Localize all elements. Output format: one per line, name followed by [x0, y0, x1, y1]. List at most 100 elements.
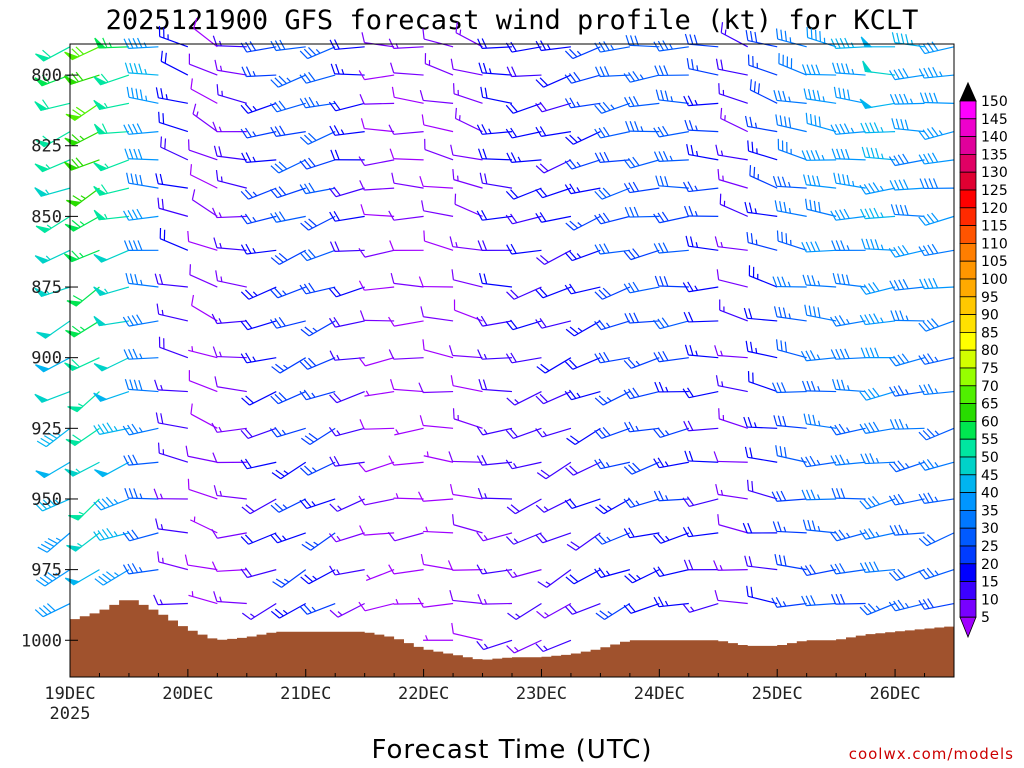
wind-barb: [800, 564, 837, 577]
barb-flag: [803, 174, 807, 185]
barb-shaft: [865, 320, 896, 326]
barb-flag: [745, 340, 749, 352]
barb-flag: [926, 567, 935, 577]
colorbar-label: 20: [981, 557, 999, 573]
colorbar-swatch: [959, 581, 977, 600]
barb-half-flag: [851, 68, 855, 75]
barb-flag: [861, 146, 866, 158]
barb-flag: [102, 37, 108, 48]
wind-barb: [329, 498, 365, 512]
barb-flag: [598, 243, 606, 254]
barb-shaft: [600, 46, 630, 53]
barb-flag: [71, 134, 81, 143]
wind-barb: [476, 124, 513, 135]
barb-flag: [662, 242, 669, 253]
barb-flag: [720, 59, 724, 71]
wind-barb: [191, 189, 218, 217]
credit-link[interactable]: coolwx.com/models: [849, 745, 1014, 763]
wind-barb: [830, 563, 866, 575]
barb-flag: [476, 210, 483, 221]
barb-half-flag: [664, 461, 669, 467]
barb-flag: [511, 66, 517, 77]
barb-flag: [804, 565, 812, 575]
barb-shaft: [278, 249, 307, 265]
barb-flag: [859, 423, 867, 434]
barb-flag: [831, 487, 837, 499]
barb-flag: [274, 101, 282, 111]
barb-shaft: [482, 282, 513, 288]
barb-flag: [328, 101, 337, 112]
barb-half-flag: [218, 212, 222, 218]
barb-shaft: [688, 153, 719, 161]
barb-half-flag: [852, 180, 855, 187]
barb-flag: [93, 425, 101, 435]
barb-flag: [788, 117, 792, 129]
wind-barb: [683, 420, 719, 432]
barb-shaft: [572, 249, 601, 262]
barb-flag: [889, 386, 896, 397]
barb-shaft: [128, 158, 159, 161]
wind-barb: [63, 249, 100, 263]
barb-flag: [602, 287, 612, 297]
barb-flag: [771, 597, 778, 608]
barb-flag: [308, 432, 318, 441]
barb-flag: [831, 148, 837, 159]
colorbar-label: 135: [981, 147, 1008, 163]
barb-shaft: [364, 498, 395, 506]
barb-flag: [122, 425, 130, 436]
barb-shaft: [308, 320, 336, 337]
wind-barb: [862, 60, 896, 76]
barb-half-flag: [783, 526, 787, 533]
barb-flag: [418, 276, 424, 287]
barb-flag: [211, 422, 218, 433]
barb-flag: [535, 289, 544, 299]
barb-flag: [476, 316, 483, 327]
colorbar-label: 130: [981, 165, 1008, 181]
barb-half-flag: [104, 288, 109, 294]
barb-flag: [830, 210, 837, 221]
barb-flag: [891, 32, 896, 43]
wind-barb: [653, 457, 689, 469]
wind-barb: [564, 46, 601, 60]
barb-shaft: [128, 46, 159, 49]
barb-flag: [743, 307, 748, 319]
barb-flag: [623, 183, 631, 193]
barb-flag: [753, 81, 756, 92]
barb-flag: [308, 96, 315, 107]
wind-barb: [299, 131, 336, 145]
barb-shaft: [128, 427, 159, 436]
barb-shaft: [308, 569, 336, 585]
barb-shaft: [393, 497, 424, 500]
barb-flag: [923, 384, 930, 395]
barb-flag: [900, 33, 905, 45]
barb-flag: [859, 606, 868, 616]
wind-barb: [746, 231, 778, 251]
barb-shaft: [246, 461, 277, 470]
wind-barb: [241, 603, 277, 620]
barb-shaft: [102, 569, 130, 586]
barb-shaft: [158, 422, 188, 429]
barb-flag: [632, 181, 640, 192]
wind-barb: [215, 170, 247, 189]
barb-shaft: [571, 286, 601, 295]
barb-flag: [627, 157, 636, 168]
barb-flag: [213, 591, 218, 602]
barb-flag: [127, 124, 134, 135]
barb-flag: [653, 534, 662, 544]
barb-shaft: [925, 215, 955, 226]
barb-flag: [931, 41, 939, 51]
barb-half-flag: [252, 216, 257, 222]
barb-flag: [274, 212, 282, 222]
barb-shaft: [276, 102, 306, 113]
wind-barb: [535, 639, 572, 653]
wind-barb: [716, 269, 748, 288]
wind-barb: [122, 563, 159, 575]
barb-half-flag: [159, 599, 163, 605]
wind-barb: [270, 603, 307, 619]
wind-barb: [684, 119, 719, 133]
barb-flag: [34, 609, 44, 618]
barb-flag: [627, 358, 636, 368]
wind-barb: [155, 87, 188, 104]
barb-flag: [653, 596, 660, 607]
barb-half-flag: [577, 327, 583, 332]
